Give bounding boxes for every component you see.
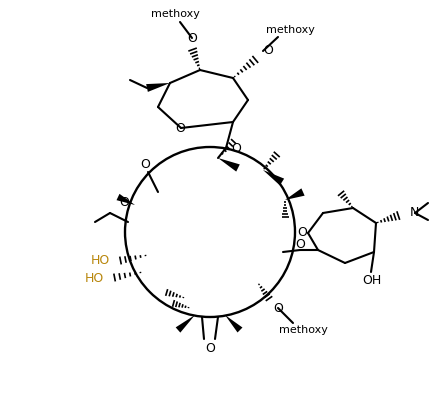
Text: O: O (175, 121, 185, 135)
Text: O: O (231, 141, 241, 154)
Polygon shape (176, 315, 195, 332)
Polygon shape (146, 83, 170, 92)
Text: O: O (205, 341, 215, 355)
Text: O: O (187, 31, 197, 44)
Text: methoxy: methoxy (266, 25, 315, 35)
Polygon shape (285, 188, 305, 200)
Text: O: O (297, 226, 307, 239)
Text: methoxy: methoxy (278, 325, 327, 335)
Text: OH: OH (362, 274, 382, 287)
Text: methoxy: methoxy (151, 9, 199, 19)
Text: O: O (273, 301, 283, 314)
Polygon shape (263, 170, 284, 185)
Text: O: O (263, 44, 273, 58)
Text: HO: HO (91, 255, 110, 268)
Text: HO: HO (85, 272, 104, 285)
Text: O: O (140, 158, 150, 170)
Polygon shape (225, 315, 243, 332)
Text: O: O (119, 195, 129, 208)
Text: N: N (410, 206, 420, 220)
Polygon shape (218, 158, 240, 172)
Text: O: O (295, 237, 305, 251)
Polygon shape (117, 194, 135, 205)
